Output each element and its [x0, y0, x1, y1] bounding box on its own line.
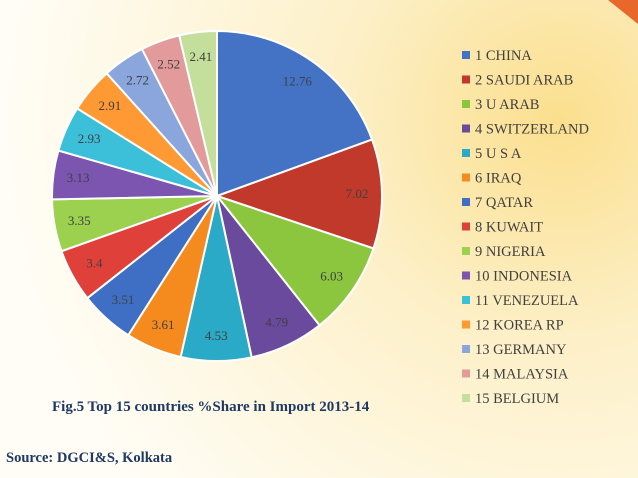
- data-label-11-venezuela: 2.93: [78, 131, 101, 146]
- legend-label: 6 IRAQ: [475, 171, 522, 187]
- data-label-3-u-arab: 6.03: [320, 268, 343, 283]
- legend-label: 4 SWITZERLAND: [475, 122, 589, 138]
- legend-item-13-germany: 13 GERMANY: [462, 342, 567, 358]
- chart-legend: 1 CHINA 2 SAUDI ARAB 3 U ARAB 4 SWITZERLAND…: [462, 48, 589, 407]
- data-label-2-saudi-arab: 7.02: [346, 186, 369, 201]
- pie-slice-1-china: [216, 29, 374, 198]
- data-label-15-belgium: 2.41: [190, 49, 213, 64]
- legend-swatch: [462, 222, 470, 231]
- data-label-7-qatar: 3.51: [112, 292, 135, 307]
- legend-item-10-indonesia: 10 INDONESIA: [462, 269, 573, 285]
- legend-item-9-nigeria: 9 NIGERIA: [462, 244, 546, 260]
- legend-label: 13 GERMANY: [475, 342, 567, 358]
- data-label-10-indonesia: 3.13: [67, 170, 90, 185]
- legend-swatch: [462, 173, 470, 182]
- legend-swatch: [462, 247, 470, 255]
- data-label-14-malaysia: 2.52: [157, 57, 180, 72]
- data-label-9-nigeria: 3.35: [68, 213, 91, 228]
- legend-swatch: [462, 345, 470, 353]
- data-label-4-switzerland: 4.79: [265, 315, 288, 330]
- figure-caption: Fig.5 Top 15 countries %Share in Import …: [52, 399, 370, 415]
- legend-item-8-kuwait: 8 KUWAIT: [462, 220, 543, 236]
- data-label-13-germany: 2.72: [126, 73, 149, 88]
- source-note: Source: DGCI&S, Kolkata: [6, 450, 173, 466]
- legend-item-12-korea-rp: 12 KOREA RP: [462, 318, 564, 334]
- pie-data-labels: 12.76 7.02 6.03 4.79 4.53 3.61 3.51 3.4 3.35 3.13…: [67, 49, 369, 343]
- legend-label: 1 CHINA: [475, 48, 532, 64]
- legend-swatch: [462, 75, 470, 84]
- legend-item-15-belgium: 15 BELGIUM: [462, 391, 559, 407]
- legend-item-4-switzerland: 4 SWITZERLAND: [462, 122, 589, 138]
- legend-item-5-u-s-a: 5 U S A: [462, 146, 522, 162]
- corner-accent: [608, 0, 638, 24]
- legend-swatch: [462, 296, 470, 304]
- legend-item-2-saudi-arab: 2 SAUDI ARAB: [462, 73, 573, 89]
- legend-item-7-qatar: 7 QATAR: [462, 195, 533, 211]
- data-label-5-u-s-a: 4.53: [205, 328, 228, 343]
- legend-label: 2 SAUDI ARAB: [475, 73, 573, 89]
- pie-slices: [51, 29, 383, 362]
- legend-swatch: [462, 51, 470, 59]
- pie-slice-15-belgium: [178, 29, 218, 197]
- data-label-6-iraq: 3.61: [152, 317, 175, 332]
- data-label-8-kuwait: 3.4: [86, 256, 103, 271]
- legend-swatch: [462, 271, 470, 280]
- legend-label: 10 INDONESIA: [475, 269, 573, 285]
- legend-swatch: [462, 198, 470, 206]
- legend-item-14-malaysia: 14 MALAYSIA: [462, 367, 569, 383]
- legend-label: 8 KUWAIT: [475, 220, 543, 236]
- legend-label: 3 U ARAB: [475, 97, 539, 113]
- legend-item-6-iraq: 6 IRAQ: [462, 171, 522, 187]
- data-label-1-china: 12.76: [283, 73, 313, 88]
- legend-item-1-china: 1 CHINA: [462, 48, 532, 64]
- pie-slice-2-saudi-arab: [213, 138, 383, 250]
- legend-swatch: [462, 124, 470, 133]
- legend-label: 9 NIGERIA: [475, 244, 546, 260]
- legend-item-11-venezuela: 11 VENEZUELA: [462, 293, 579, 309]
- pie-slice-3-u-arab: [214, 193, 375, 327]
- legend-swatch: [462, 100, 470, 108]
- legend-swatch: [462, 369, 470, 378]
- legend-swatch: [462, 149, 470, 157]
- legend-item-3-u-arab: 3 U ARAB: [462, 97, 539, 113]
- legend-label: 12 KOREA RP: [475, 318, 564, 334]
- legend-swatch: [462, 320, 470, 329]
- legend-swatch: [462, 394, 470, 402]
- data-label-12-korea-rp: 2.91: [98, 98, 121, 113]
- legend-label: 5 U S A: [475, 146, 522, 162]
- legend-label: 7 QATAR: [475, 195, 533, 211]
- legend-label: 14 MALAYSIA: [475, 367, 569, 383]
- legend-label: 11 VENEZUELA: [475, 293, 579, 309]
- legend-label: 15 BELGIUM: [475, 391, 559, 407]
